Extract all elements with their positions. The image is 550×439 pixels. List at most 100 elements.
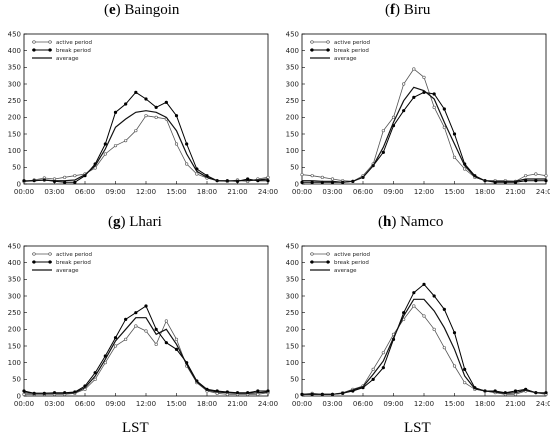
panel-name: Lhari (129, 214, 162, 230)
y-tick-label: 400 (8, 47, 21, 55)
y-tick-label: 450 (8, 242, 21, 250)
x-tick-label: 06:00 (75, 188, 95, 196)
x-tick-label: 18:00 (197, 400, 217, 408)
legend-label: break period (56, 48, 91, 54)
panel-letter: f (390, 2, 395, 18)
y-tick-label: 200 (8, 326, 21, 334)
y-tick-label: 150 (8, 342, 21, 350)
y-tick-label: 250 (286, 309, 299, 317)
point-active-period (103, 361, 107, 365)
point-break-period (381, 366, 385, 370)
point-active-period (442, 346, 446, 350)
series-line-average (302, 298, 547, 395)
x-tick-label: 09:00 (383, 400, 403, 408)
point-active-period (185, 162, 189, 166)
panel-letter: e (109, 2, 116, 18)
point-active-period (73, 174, 77, 178)
x-axis-title-right: LST (404, 420, 431, 436)
point-break-period (442, 107, 446, 111)
x-tick-label: 18:00 (197, 188, 217, 196)
x-axis-title-left: LST (122, 420, 149, 436)
panel-name: Baingoin (124, 2, 180, 18)
legend-label: active period (334, 40, 370, 46)
panel-letter: h (383, 214, 392, 230)
x-tick-label: 21:00 (505, 188, 525, 196)
x-tick-label: 21:00 (227, 400, 247, 408)
point-break-period (432, 294, 436, 298)
legend-label: break period (334, 48, 369, 54)
panel-name: Namco (400, 214, 444, 230)
x-tick-label: 24:00 (536, 188, 550, 196)
x-tick-label: 03:00 (322, 400, 342, 408)
point-active-period (452, 155, 457, 159)
y-tick-label: 200 (286, 114, 299, 122)
panel-title-f: (f) Biru (385, 2, 431, 18)
legend-marker (32, 48, 36, 52)
x-tick-label: 03:00 (44, 188, 64, 196)
y-tick-label: 50 (12, 376, 21, 384)
legend-label: average (334, 56, 357, 62)
point-active-period (124, 139, 128, 143)
y-tick-label: 300 (8, 80, 21, 88)
y-tick-label: 250 (286, 97, 299, 105)
legend-marker (32, 260, 36, 264)
legend-label: break period (56, 260, 91, 266)
point-active-period (452, 364, 457, 368)
y-tick-label: 350 (8, 276, 21, 284)
legend-label: active period (334, 252, 370, 258)
y-tick-label: 300 (286, 80, 299, 88)
x-tick-label: 09:00 (105, 188, 125, 196)
y-tick-label: 150 (286, 342, 299, 350)
point-active-period (22, 392, 26, 396)
point-active-period (432, 105, 436, 109)
point-active-period (310, 174, 314, 178)
point-active-period (154, 115, 158, 119)
panel-title-e: (e) Baingoin (104, 2, 180, 18)
x-tick-label: 12:00 (136, 400, 156, 408)
legend-marker (310, 40, 314, 44)
y-tick-label: 0 (17, 180, 21, 188)
legend-marker (326, 40, 330, 44)
point-break-period (442, 307, 446, 311)
point-break-period (134, 90, 138, 94)
legend-marker (310, 252, 314, 256)
point-break-period (463, 367, 467, 371)
point-break-period (452, 331, 457, 335)
point-break-period (113, 110, 118, 114)
point-break-period (144, 304, 148, 308)
point-break-period (103, 142, 107, 146)
y-tick-label: 450 (286, 242, 299, 250)
y-tick-label: 300 (286, 292, 299, 300)
point-active-period (381, 351, 385, 355)
y-tick-label: 350 (286, 276, 299, 284)
x-tick-label: 12:00 (414, 400, 434, 408)
x-tick-label: 18:00 (475, 188, 495, 196)
point-break-period (22, 389, 26, 393)
y-tick-label: 450 (8, 30, 21, 38)
point-active-period (402, 82, 406, 86)
y-tick-label: 350 (286, 64, 299, 72)
panel-name: Biru (403, 2, 431, 18)
y-tick-label: 100 (286, 147, 299, 155)
legend-marker (326, 48, 330, 52)
x-tick-label: 21:00 (227, 188, 247, 196)
x-tick-label: 00:00 (292, 400, 312, 408)
point-active-period (113, 144, 118, 148)
point-break-period (544, 179, 548, 183)
y-tick-label: 100 (8, 147, 21, 155)
y-tick-label: 150 (286, 130, 299, 138)
point-active-period (134, 324, 138, 328)
point-active-period (412, 67, 416, 71)
point-break-period (256, 389, 260, 393)
point-active-period (93, 166, 97, 170)
point-break-period (402, 311, 406, 315)
point-break-period (371, 377, 375, 381)
point-active-period (144, 114, 148, 118)
point-break-period (154, 105, 158, 109)
y-tick-label: 50 (12, 164, 21, 172)
point-break-period (63, 180, 67, 184)
x-tick-label: 12:00 (414, 188, 434, 196)
legend-marker (48, 252, 52, 256)
legend-label: average (56, 268, 79, 274)
point-active-period (174, 142, 179, 146)
